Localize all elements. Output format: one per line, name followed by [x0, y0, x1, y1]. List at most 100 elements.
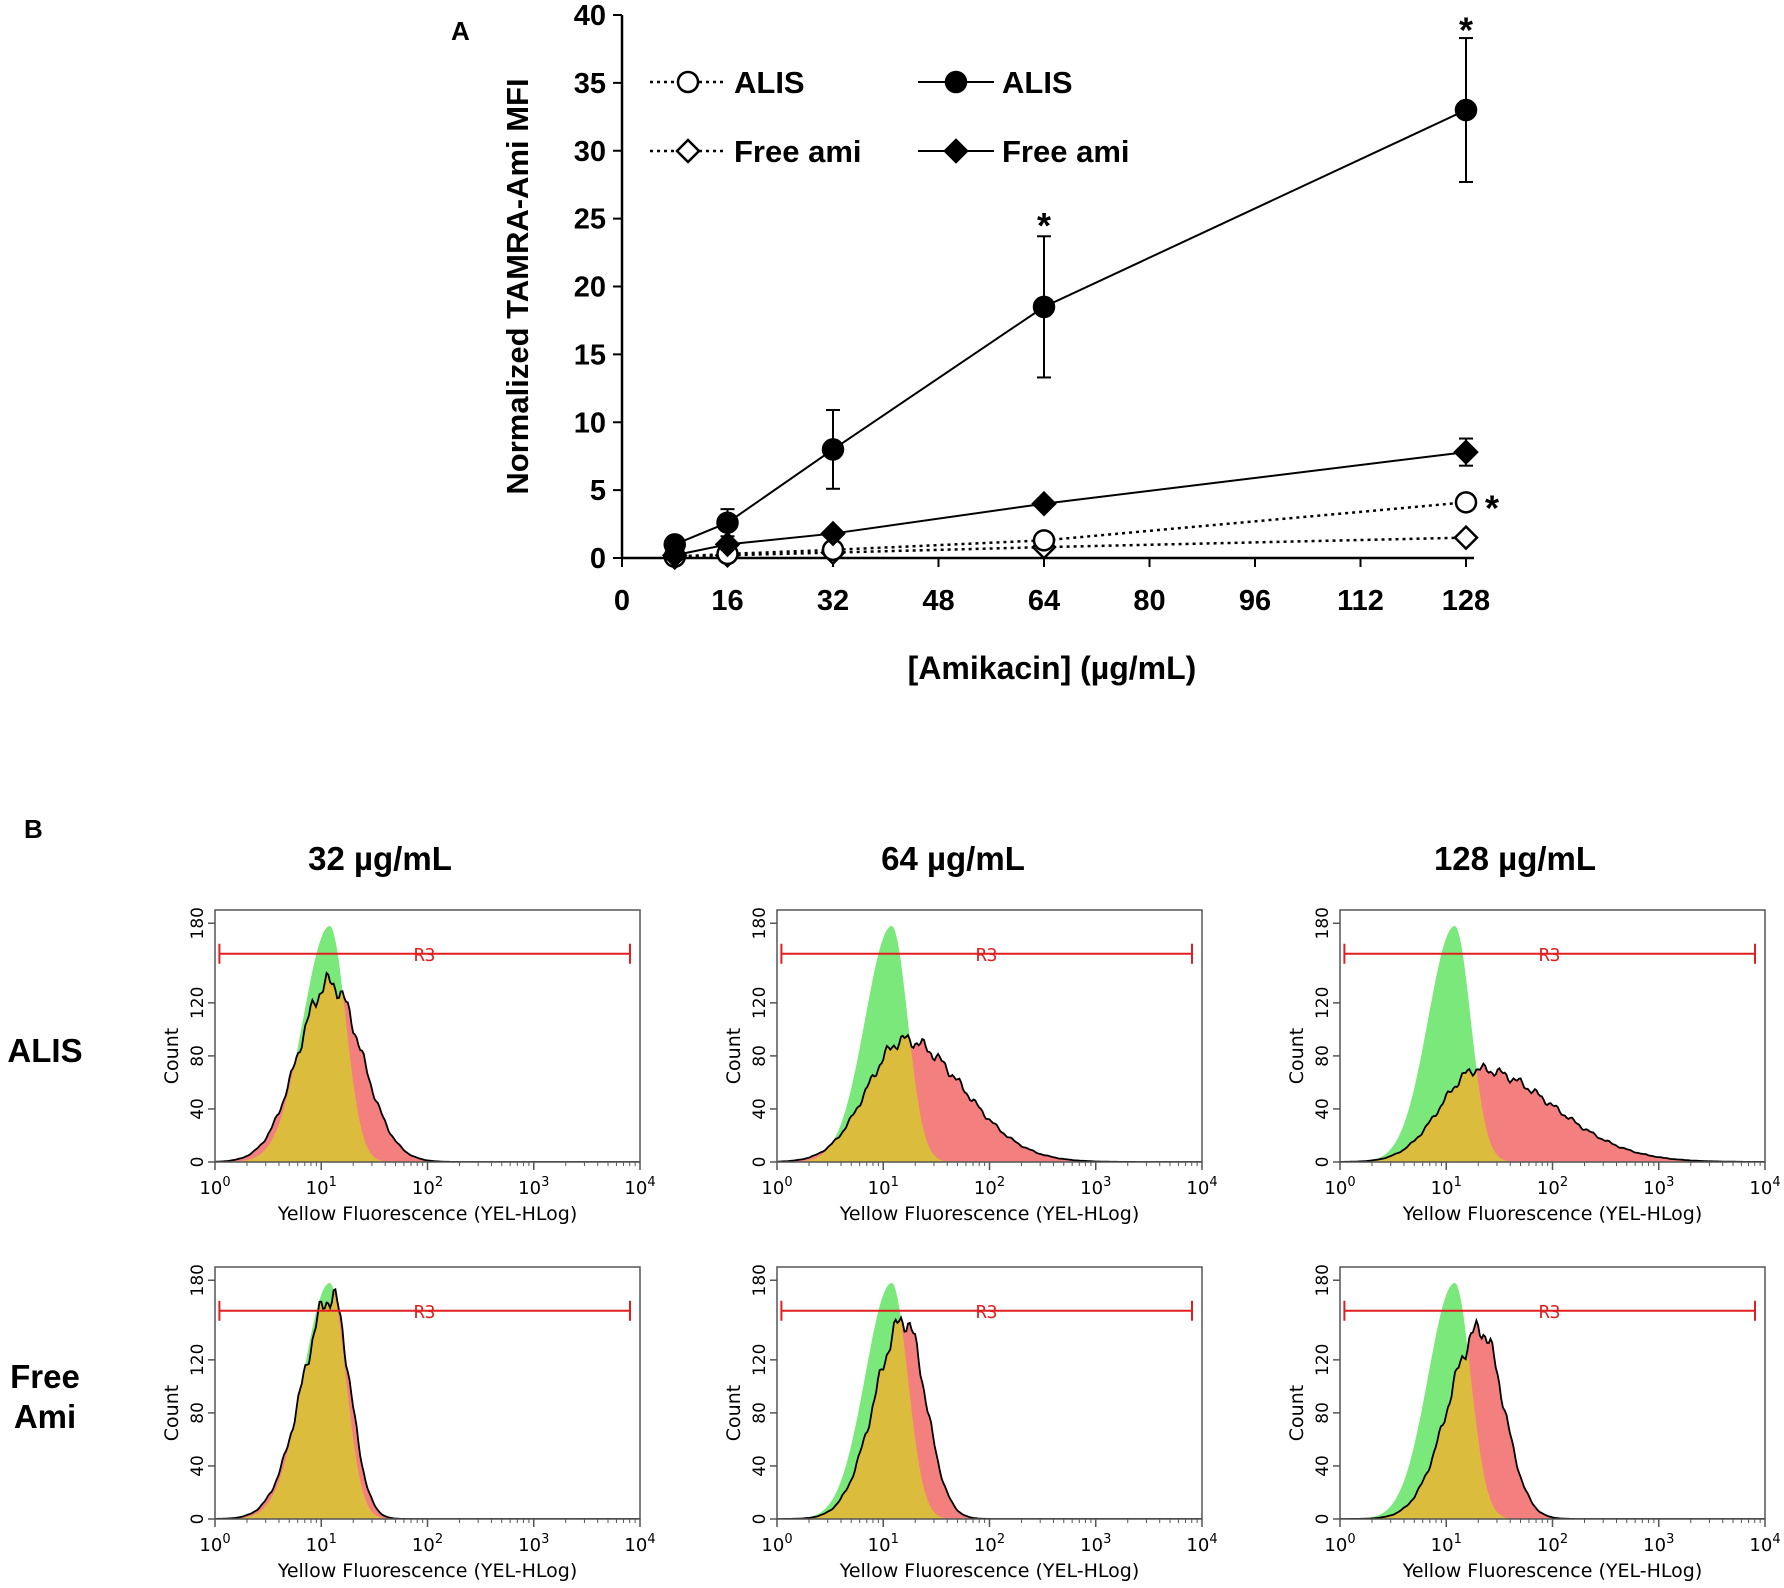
y-tick-label: 120 [750, 987, 770, 1019]
data-point-alis_open [1032, 529, 1056, 552]
overlap-histogram [215, 1290, 640, 1519]
y-tick-label: 40 [1313, 1455, 1333, 1477]
gate-label: R3 [1539, 1302, 1561, 1323]
y-tick-label: 15 [574, 339, 606, 371]
gate-label: R3 [976, 945, 998, 966]
legend-label: ALIS [1002, 65, 1073, 100]
y-tick-label: 180 [188, 1264, 208, 1296]
x-tick-label: 103 [1643, 1175, 1674, 1199]
sample-outline [1340, 1317, 1765, 1519]
y-tick-label: 80 [188, 1045, 208, 1067]
x-tick-label: 103 [1080, 1532, 1111, 1556]
data-point-free_filled [1031, 490, 1057, 517]
y-axis-label: Count [161, 1385, 183, 1441]
y-tick-label: 0 [750, 1157, 770, 1168]
y-tick-label: 180 [1313, 907, 1333, 939]
x-axis-label: [Amikacin] (µg/mL) [908, 650, 1197, 686]
significance-asterisk: * [1485, 487, 1499, 528]
x-tick-label: 104 [1186, 1175, 1217, 1199]
y-tick-label: 40 [750, 1455, 770, 1477]
legend-marker [675, 138, 701, 164]
y-tick-label: 40 [188, 1455, 208, 1477]
x-axis-label: Yellow Fluorescence (YEL-HLog) [839, 1560, 1140, 1582]
x-tick-label: 103 [1643, 1532, 1674, 1556]
y-axis-label: Count [161, 1028, 183, 1084]
series-line-alis_open [674, 501, 1467, 558]
x-tick-label: 101 [1431, 1532, 1462, 1556]
y-tick-label: 180 [188, 907, 208, 939]
gate-label: R3 [976, 1302, 998, 1323]
x-tick-label: 128 [1442, 585, 1490, 617]
y-tick-label: 80 [188, 1402, 208, 1424]
x-tick-label: 16 [711, 585, 743, 617]
data-point-alis_filled [1032, 295, 1056, 319]
y-tick-label: 80 [1313, 1402, 1333, 1424]
y-tick-label: 0 [1313, 1157, 1333, 1168]
x-axis-label: Yellow Fluorescence (YEL-HLog) [277, 1203, 578, 1225]
overlap-histogram [215, 973, 640, 1162]
y-tick-label: 25 [574, 204, 606, 236]
y-tick-label: 40 [188, 1098, 208, 1120]
overlap-histogram [777, 1319, 1202, 1519]
series-line-alis_filled [674, 109, 1467, 546]
gate-label: R3 [1539, 945, 1561, 966]
x-tick-label: 100 [1324, 1175, 1355, 1199]
x-tick-label: 102 [412, 1175, 443, 1199]
x-tick-label: 100 [761, 1532, 792, 1556]
y-tick-label: 180 [750, 907, 770, 939]
row-header: Free Ami [10, 1358, 80, 1435]
data-point-free_filled [1453, 439, 1479, 465]
gate-label: R3 [414, 945, 436, 966]
y-tick-label: 40 [574, 0, 606, 32]
data-point-alis_filled [663, 533, 686, 556]
legend-marker [676, 70, 700, 94]
data-point-free_open [1453, 524, 1479, 551]
histogram-grid-panel: 32 µg/mL 64 µg/mL 128 µg/mL ALIS Free Ami R3 0 4… [7, 840, 1780, 1582]
y-tick-label: 120 [750, 1344, 770, 1376]
y-tick-label: 40 [1313, 1098, 1333, 1120]
y-tick-label: 80 [750, 1045, 770, 1067]
overlap-histogram [777, 1035, 1202, 1162]
x-axis-label: Yellow Fluorescence (YEL-HLog) [1402, 1203, 1703, 1225]
row-header: ALIS [7, 1032, 82, 1069]
x-tick-label: 64 [1028, 585, 1060, 617]
x-tick-label: 102 [974, 1532, 1005, 1556]
x-tick-label: 103 [518, 1175, 549, 1199]
histogram-plot: R3 0 40 80 120 180 Count 100 101 102 103 104 Yellow … [1286, 1264, 1781, 1582]
x-tick-label: 101 [306, 1175, 337, 1199]
legend-marker [944, 70, 968, 94]
x-tick-label: 0 [614, 585, 630, 617]
y-tick-label: 20 [574, 272, 606, 304]
x-tick-label: 104 [624, 1175, 655, 1199]
sample-outline [1340, 1061, 1765, 1162]
sample-outline [215, 1287, 640, 1519]
y-tick-label: 80 [750, 1402, 770, 1424]
y-axis-label: Count [723, 1028, 745, 1084]
y-tick-label: 180 [750, 1264, 770, 1296]
y-tick-label: 120 [1313, 987, 1333, 1019]
y-tick-label: 180 [1313, 1264, 1333, 1296]
y-tick-label: 120 [188, 987, 208, 1019]
x-tick-label: 100 [199, 1175, 230, 1199]
x-tick-label: 32 [817, 585, 849, 617]
data-point-alis_filled [1454, 98, 1478, 122]
histogram-plot: R3 0 40 80 120 180 Count 100 101 102 103 104 Yellow … [723, 907, 1218, 1225]
y-tick-label: 0 [1313, 1514, 1333, 1525]
y-axis-label: Count [723, 1385, 745, 1441]
x-tick-label: 103 [518, 1532, 549, 1556]
x-tick-label: 100 [761, 1175, 792, 1199]
y-tick-label: 80 [1313, 1045, 1333, 1067]
x-tick-label: 100 [199, 1532, 230, 1556]
y-tick-label: 40 [750, 1098, 770, 1120]
y-tick-label: 120 [1313, 1344, 1333, 1376]
y-tick-label: 30 [574, 136, 606, 168]
x-tick-label: 104 [1749, 1532, 1780, 1556]
significance-asterisk: * [1037, 205, 1051, 246]
histogram-plot: R3 0 40 80 120 180 Count 100 101 102 103 104 Yellow … [1286, 907, 1781, 1225]
x-axis-label: Yellow Fluorescence (YEL-HLog) [1402, 1560, 1703, 1582]
column-header: 64 µg/mL [881, 840, 1025, 877]
x-tick-label: 100 [1324, 1532, 1355, 1556]
x-tick-label: 104 [624, 1532, 655, 1556]
x-tick-label: 101 [868, 1532, 899, 1556]
